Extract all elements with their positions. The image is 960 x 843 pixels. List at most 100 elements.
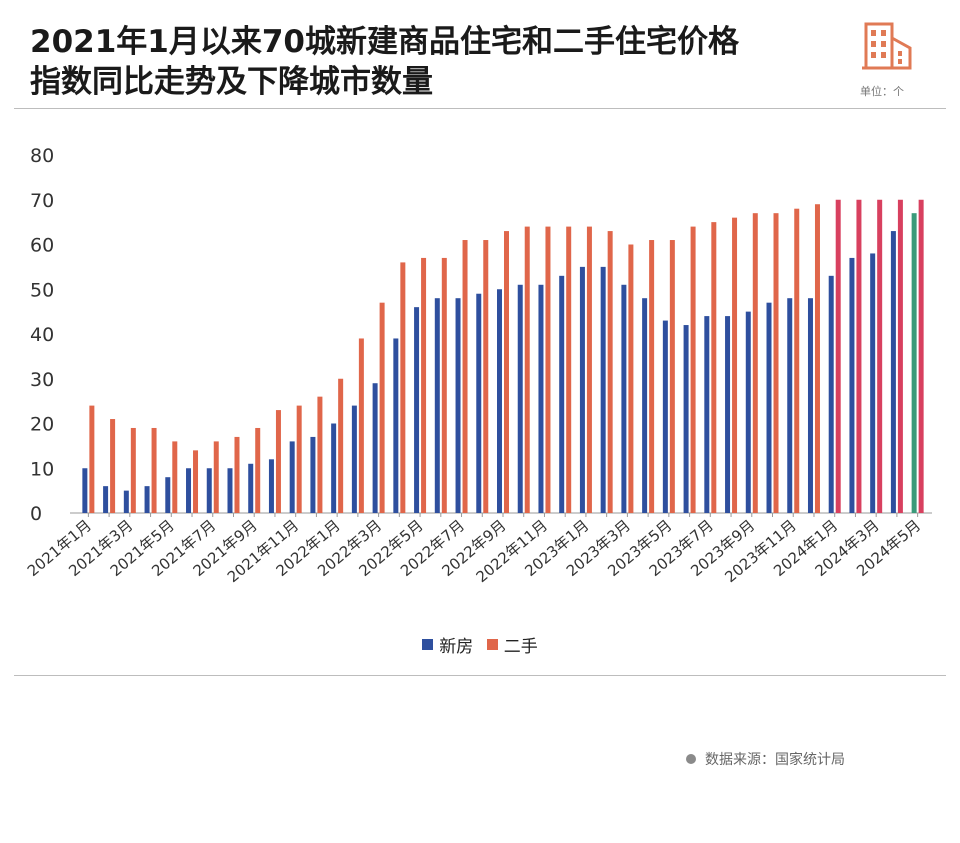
bar-second-hand [275, 410, 281, 513]
y-tick-label: 30 [30, 369, 54, 391]
legend: 新房 二手 [0, 632, 960, 657]
source-note: 数据来源：国家统计局 [686, 749, 845, 769]
bar-new-home [807, 298, 813, 513]
bar-second-hand [773, 213, 779, 514]
bar-new-home [476, 293, 482, 513]
bar-new-home [890, 231, 896, 513]
bar-second-hand [338, 378, 344, 513]
bar-new-home [310, 436, 316, 513]
bar-new-home [268, 459, 274, 513]
bar-new-home [103, 486, 109, 513]
y-tick-label: 10 [30, 458, 54, 480]
bar-new-home [165, 477, 171, 513]
bar-second-hand [379, 302, 385, 513]
bar-new-home [227, 468, 233, 513]
bar-second-hand [504, 231, 509, 513]
bar-second-hand [856, 199, 862, 513]
bar-new-home [351, 405, 357, 513]
top-divider [14, 108, 946, 109]
y-tick-label: 80 [30, 145, 54, 167]
bar-new-home [704, 316, 710, 513]
bar-second-hand [897, 199, 903, 513]
bar-new-home [289, 441, 295, 513]
legend-swatch-new-home [422, 639, 434, 650]
bar-new-home [745, 311, 751, 513]
bar-second-hand [877, 199, 883, 513]
bar-new-home [82, 468, 88, 513]
bar-second-hand [607, 231, 613, 513]
chart-title: 2021年1月以来70城新建商品住宅和二手住宅价格 指数同比走势及下降城市数量 [30, 22, 830, 102]
bar-new-home [186, 468, 192, 513]
bar-new-home [787, 298, 793, 513]
bar-new-home [517, 284, 523, 513]
y-tick-label: 0 [30, 503, 42, 525]
legend-label-second-hand: 二手 [503, 637, 538, 657]
y-tick-label: 60 [30, 235, 54, 257]
bar-new-home [248, 463, 254, 513]
bar-second-hand [172, 441, 178, 513]
bar-second-hand [524, 226, 530, 513]
bar-second-hand [669, 240, 675, 513]
bar-new-home [538, 284, 544, 513]
chart-title-line-2: 指数同比走势及下降城市数量 [30, 64, 433, 100]
bar-new-home [414, 307, 420, 513]
bar-second-hand [441, 257, 447, 513]
bar-new-home [600, 266, 606, 513]
bar-second-hand [234, 436, 240, 513]
bottom-divider [14, 675, 946, 676]
bar-new-home [870, 253, 876, 513]
bar-new-home [579, 266, 585, 513]
bar-second-hand [711, 222, 717, 513]
bar-new-home [123, 490, 129, 513]
bar-second-hand [317, 396, 323, 513]
legend-item-new-home: 新房 [422, 632, 473, 657]
bar-second-hand [400, 262, 406, 513]
bar-second-hand [130, 427, 136, 513]
bar-second-hand [566, 226, 572, 513]
bar-second-hand [358, 338, 364, 513]
bar-second-hand [835, 199, 841, 513]
legend-item-second-hand: 二手 [486, 632, 538, 657]
unit-label: 单位：个 [860, 85, 904, 98]
bar-second-hand [462, 240, 468, 513]
bar-new-home [393, 338, 399, 513]
bar-new-home [372, 383, 378, 513]
y-tick-label: 20 [30, 414, 54, 436]
bar-second-hand [732, 217, 738, 513]
legend-label-new-home: 新房 [439, 637, 474, 657]
bar-second-hand [296, 405, 302, 513]
bar-second-hand [483, 240, 489, 513]
bar-new-home [497, 289, 502, 513]
bar-second-hand [918, 199, 924, 513]
bar-second-hand [794, 208, 800, 513]
bar-second-hand [255, 427, 261, 513]
bar-new-home [662, 320, 668, 513]
bar-new-home [683, 325, 689, 513]
bar-second-hand [628, 244, 634, 513]
bar-new-home [621, 284, 627, 513]
y-tick-label: 70 [30, 190, 54, 212]
chart-title-line-1: 2021年1月以来70城新建商品住宅和二手住宅价格 [30, 24, 739, 60]
bar-new-home [911, 213, 917, 514]
bar-second-hand [814, 204, 820, 513]
bar-second-hand [151, 427, 157, 513]
bar-new-home [766, 302, 772, 513]
bar-second-hand [586, 226, 592, 513]
bar-chart: 010203040506070802021年1月2021年3月2021年5月20… [24, 145, 932, 586]
bar-second-hand [752, 213, 758, 514]
bar-second-hand [213, 441, 219, 513]
bar-second-hand [110, 419, 116, 513]
source-dot-icon [686, 754, 696, 764]
building-icon [862, 22, 912, 70]
y-tick-label: 40 [30, 324, 54, 346]
bar-new-home [559, 275, 565, 513]
bar-new-home [828, 275, 834, 513]
bar-second-hand [690, 226, 696, 513]
y-tick-label: 50 [30, 279, 54, 301]
bar-new-home [331, 423, 337, 513]
bar-second-hand [545, 226, 551, 513]
bar-new-home [144, 486, 150, 513]
source-text: 数据来源：国家统计局 [705, 752, 845, 768]
bar-new-home [642, 298, 648, 513]
bar-second-hand [649, 240, 655, 513]
